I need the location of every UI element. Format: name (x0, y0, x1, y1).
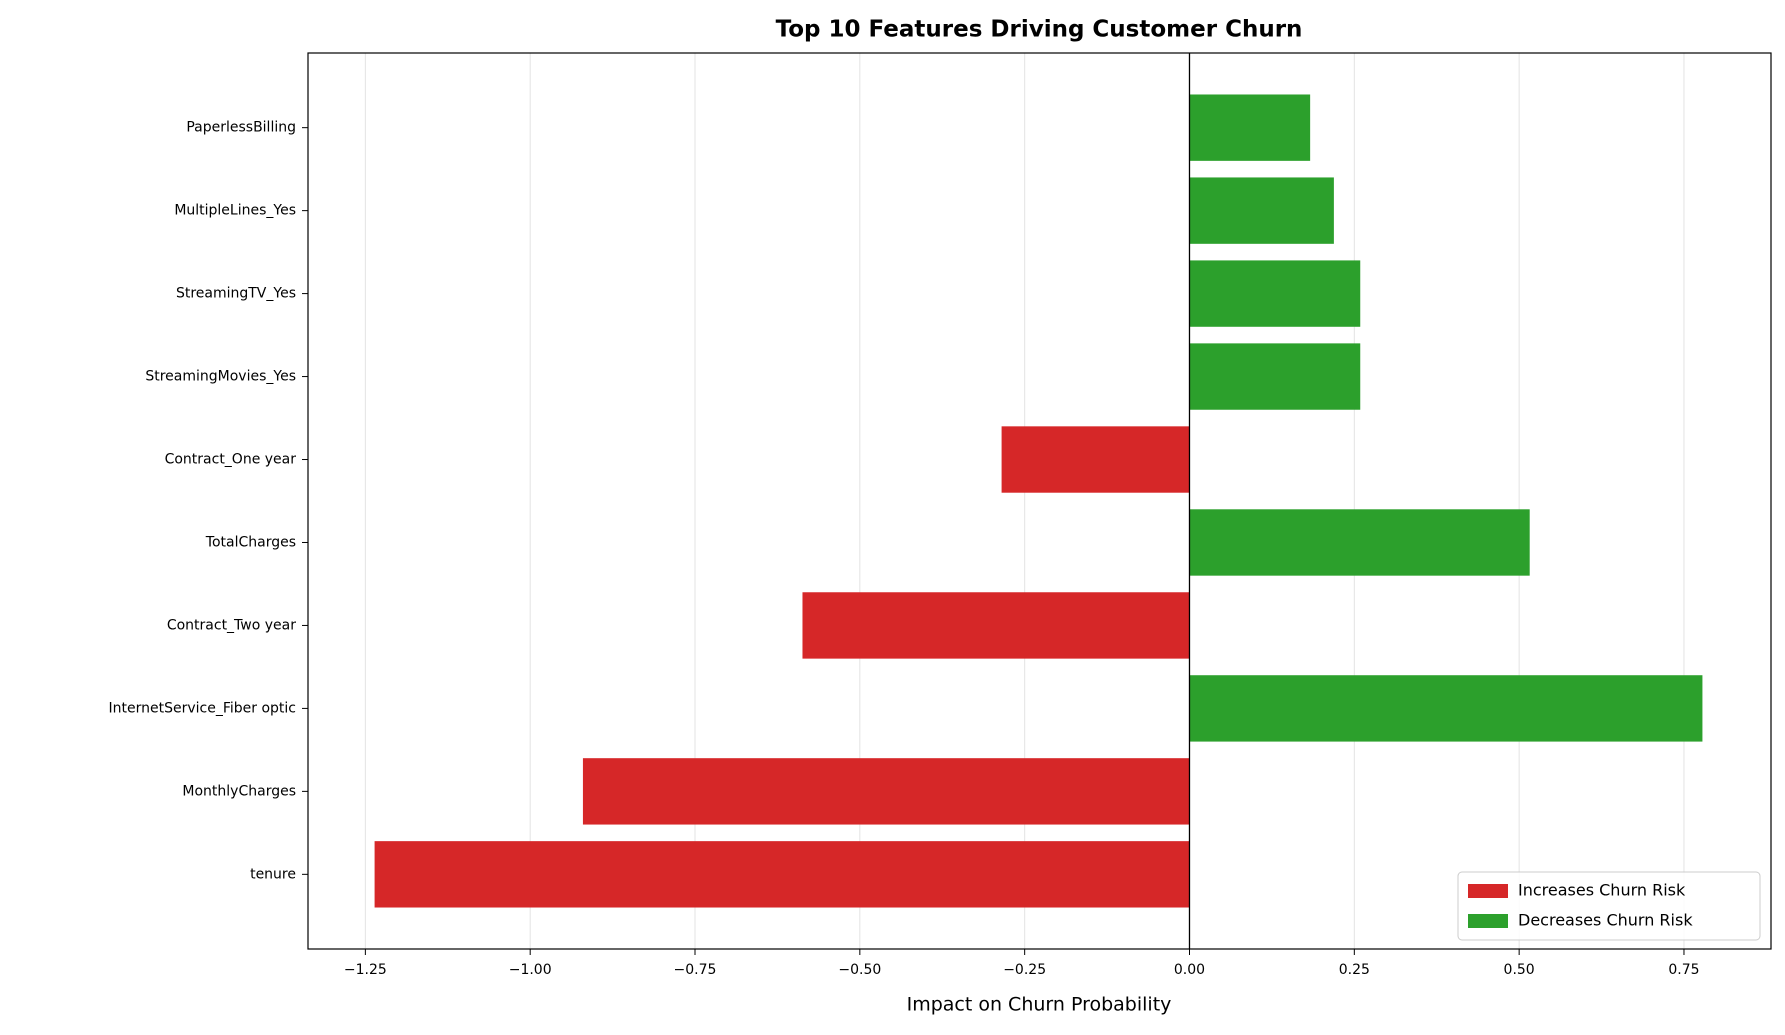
legend-label: Decreases Churn Risk (1518, 911, 1693, 930)
y-tick-label: tenure (250, 866, 296, 882)
bar (1189, 509, 1530, 576)
x-tick-label: −0.75 (674, 962, 717, 978)
bar (582, 758, 1190, 825)
x-tick-label: −1.00 (509, 962, 552, 978)
y-tick-label: InternetService_Fiber optic (109, 700, 297, 716)
bar (1189, 94, 1311, 161)
y-tick-label: PaperlessBilling (186, 120, 296, 136)
y-tick-label: StreamingMovies_Yes (145, 369, 296, 385)
x-tick-label: −1.25 (344, 962, 387, 978)
bar (1189, 343, 1361, 410)
bar (374, 841, 1190, 908)
y-tick-label: TotalCharges (205, 534, 296, 550)
y-tick-label: Contract_Two year (167, 617, 296, 633)
x-tick-label: 0.50 (1504, 962, 1535, 978)
x-tick-label: 0.25 (1339, 962, 1370, 978)
legend-swatch (1468, 914, 1508, 928)
plot-frame (307, 52, 1772, 950)
x-tick-label: 0.75 (1668, 962, 1699, 978)
bar (1189, 260, 1361, 327)
x-tick-label: −0.25 (1003, 962, 1046, 978)
bar (1189, 177, 1334, 244)
y-tick-label: Contract_One year (165, 452, 297, 468)
legend-label: Increases Churn Risk (1518, 881, 1686, 900)
bar (802, 592, 1190, 659)
y-tick-label: StreamingTV_Yes (176, 286, 296, 302)
chart-title: Top 10 Features Driving Customer Churn (776, 17, 1303, 43)
bar (1001, 426, 1190, 493)
legend-box (1457, 871, 1761, 941)
x-tick-label: 0.00 (1174, 962, 1205, 978)
x-axis-label: Impact on Churn Probability (907, 994, 1172, 1016)
y-tick-label: MonthlyCharges (182, 783, 296, 799)
bar (1189, 675, 1703, 742)
x-tick-label: −0.50 (838, 962, 881, 978)
y-tick-label: MultipleLines_Yes (174, 203, 296, 219)
legend-swatch (1468, 884, 1508, 898)
